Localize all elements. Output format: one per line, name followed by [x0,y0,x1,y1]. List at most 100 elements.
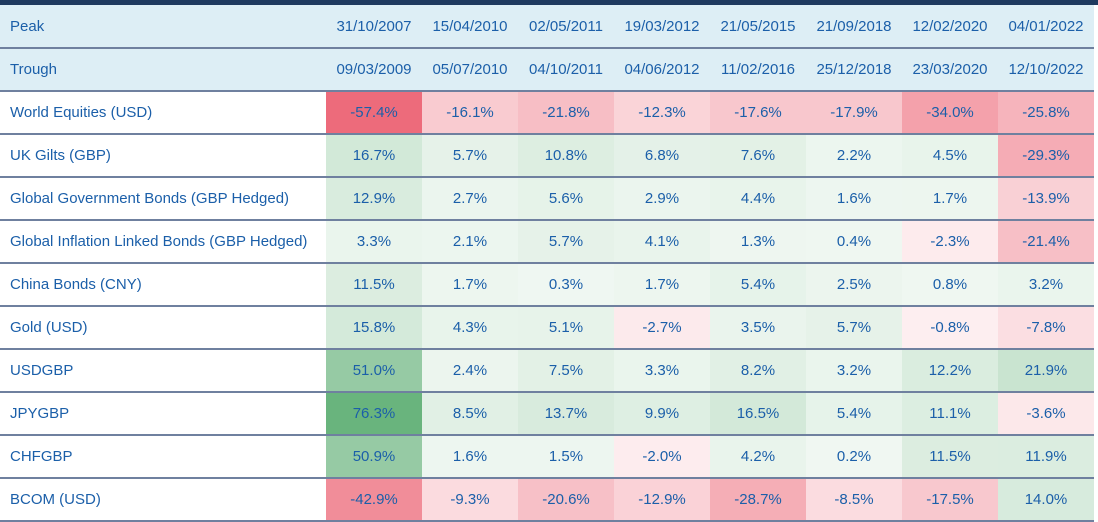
value-cell: -13.9% [998,177,1094,221]
value-cell: 3.2% [806,349,902,393]
value-cell: 16.5% [710,392,806,436]
row-label: BCOM (USD) [0,478,326,522]
value-cell: 2.1% [422,220,518,264]
peak-date: 04/01/2022 [998,5,1094,49]
value-cell: -57.4% [326,91,422,135]
value-cell: 4.4% [710,177,806,221]
value-cell: 11.5% [902,435,998,479]
value-cell: 4.5% [902,134,998,178]
value-cell: 8.2% [710,349,806,393]
value-cell: 12.9% [326,177,422,221]
row-label: USDGBP [0,349,326,393]
value-cell: 8.5% [422,392,518,436]
peak-date: 31/10/2007 [326,5,422,49]
peak-date: 12/02/2020 [902,5,998,49]
trough-date: 25/12/2018 [806,48,902,92]
value-cell: -16.1% [422,91,518,135]
row-label: Global Government Bonds (GBP Hedged) [0,177,326,221]
trough-date: 23/03/2020 [902,48,998,92]
value-cell: -3.6% [998,392,1094,436]
value-cell: 2.9% [614,177,710,221]
trough-row: Trough 09/03/2009 05/07/2010 04/10/2011 04/… [0,48,1094,92]
row-label: Global Inflation Linked Bonds (GBP Hedge… [0,220,326,264]
table-row: BCOM (USD) -42.9% -9.3% -20.6% -12.9% -28.7% -… [0,478,1094,522]
row-label: World Equities (USD) [0,91,326,135]
value-cell: 2.7% [422,177,518,221]
value-cell: 1.6% [422,435,518,479]
value-cell: 3.5% [710,306,806,350]
trough-date: 12/10/2022 [998,48,1094,92]
value-cell: 2.5% [806,263,902,307]
row-label: JPYGBP [0,392,326,436]
value-cell: 5.7% [518,220,614,264]
value-cell: 7.5% [518,349,614,393]
value-cell: 11.5% [326,263,422,307]
value-cell: 5.1% [518,306,614,350]
row-label: China Bonds (CNY) [0,263,326,307]
value-cell: 9.9% [614,392,710,436]
peak-date: 15/04/2010 [422,5,518,49]
value-cell: 1.7% [902,177,998,221]
value-cell: -2.0% [614,435,710,479]
value-cell: -0.8% [902,306,998,350]
value-cell: 2.4% [422,349,518,393]
value-cell: 11.1% [902,392,998,436]
value-cell: -17.6% [710,91,806,135]
value-cell: 3.3% [326,220,422,264]
trough-date: 09/03/2009 [326,48,422,92]
peak-row: Peak 31/10/2007 15/04/2010 02/05/2011 19/03… [0,5,1094,49]
value-cell: 13.7% [518,392,614,436]
value-cell: 16.7% [326,134,422,178]
table-row: China Bonds (CNY) 11.5% 1.7% 0.3% 1.7% 5.4% 2.… [0,263,1094,307]
value-cell: -17.5% [902,478,998,522]
peak-date: 21/05/2015 [710,5,806,49]
value-cell: -28.7% [710,478,806,522]
table-header: Peak 31/10/2007 15/04/2010 02/05/2011 19/03… [0,5,1094,92]
value-cell: -8.5% [806,478,902,522]
trough-date: 11/02/2016 [710,48,806,92]
value-cell: 5.6% [518,177,614,221]
table-top-border [0,0,1098,5]
row-label: Gold (USD) [0,306,326,350]
table-row: UK Gilts (GBP) 16.7% 5.7% 10.8% 6.8% 7.6% 2.2%… [0,134,1094,178]
value-cell: 0.2% [806,435,902,479]
value-cell: 7.6% [710,134,806,178]
value-cell: 4.2% [710,435,806,479]
value-cell: -12.3% [614,91,710,135]
value-cell: 1.6% [806,177,902,221]
value-cell: -2.3% [902,220,998,264]
table-row: CHFGBP 50.9% 1.6% 1.5% -2.0% 4.2% 0.2% 11.5% 11.… [0,435,1094,479]
value-cell: 10.8% [518,134,614,178]
value-cell: 50.9% [326,435,422,479]
peak-date: 19/03/2012 [614,5,710,49]
value-cell: 3.3% [614,349,710,393]
table-row: World Equities (USD) -57.4% -16.1% -21.8% -1… [0,91,1094,135]
value-cell: 76.3% [326,392,422,436]
value-cell: 12.2% [902,349,998,393]
value-cell: 5.7% [422,134,518,178]
value-cell: 0.4% [806,220,902,264]
value-cell: -42.9% [326,478,422,522]
trough-date: 04/10/2011 [518,48,614,92]
value-cell: -34.0% [902,91,998,135]
drawdown-heatmap-table: Peak 31/10/2007 15/04/2010 02/05/2011 19/03… [0,5,1094,522]
table-body: World Equities (USD) -57.4% -16.1% -21.8% -1… [0,91,1094,522]
row-label: CHFGBP [0,435,326,479]
value-cell: 6.8% [614,134,710,178]
table-row: JPYGBP 76.3% 8.5% 13.7% 9.9% 16.5% 5.4% 11.1% -3… [0,392,1094,436]
value-cell: 5.4% [710,263,806,307]
value-cell: 11.9% [998,435,1094,479]
value-cell: 4.1% [614,220,710,264]
value-cell: 0.3% [518,263,614,307]
value-cell: -2.7% [614,306,710,350]
value-cell: 1.7% [422,263,518,307]
value-cell: 1.7% [614,263,710,307]
value-cell: 2.2% [806,134,902,178]
peak-date: 02/05/2011 [518,5,614,49]
value-cell: 5.4% [806,392,902,436]
row-label: UK Gilts (GBP) [0,134,326,178]
trough-label: Trough [0,48,326,92]
table-row: Global Government Bonds (GBP Hedged) 12.9… [0,177,1094,221]
value-cell: 3.2% [998,263,1094,307]
value-cell: -20.6% [518,478,614,522]
